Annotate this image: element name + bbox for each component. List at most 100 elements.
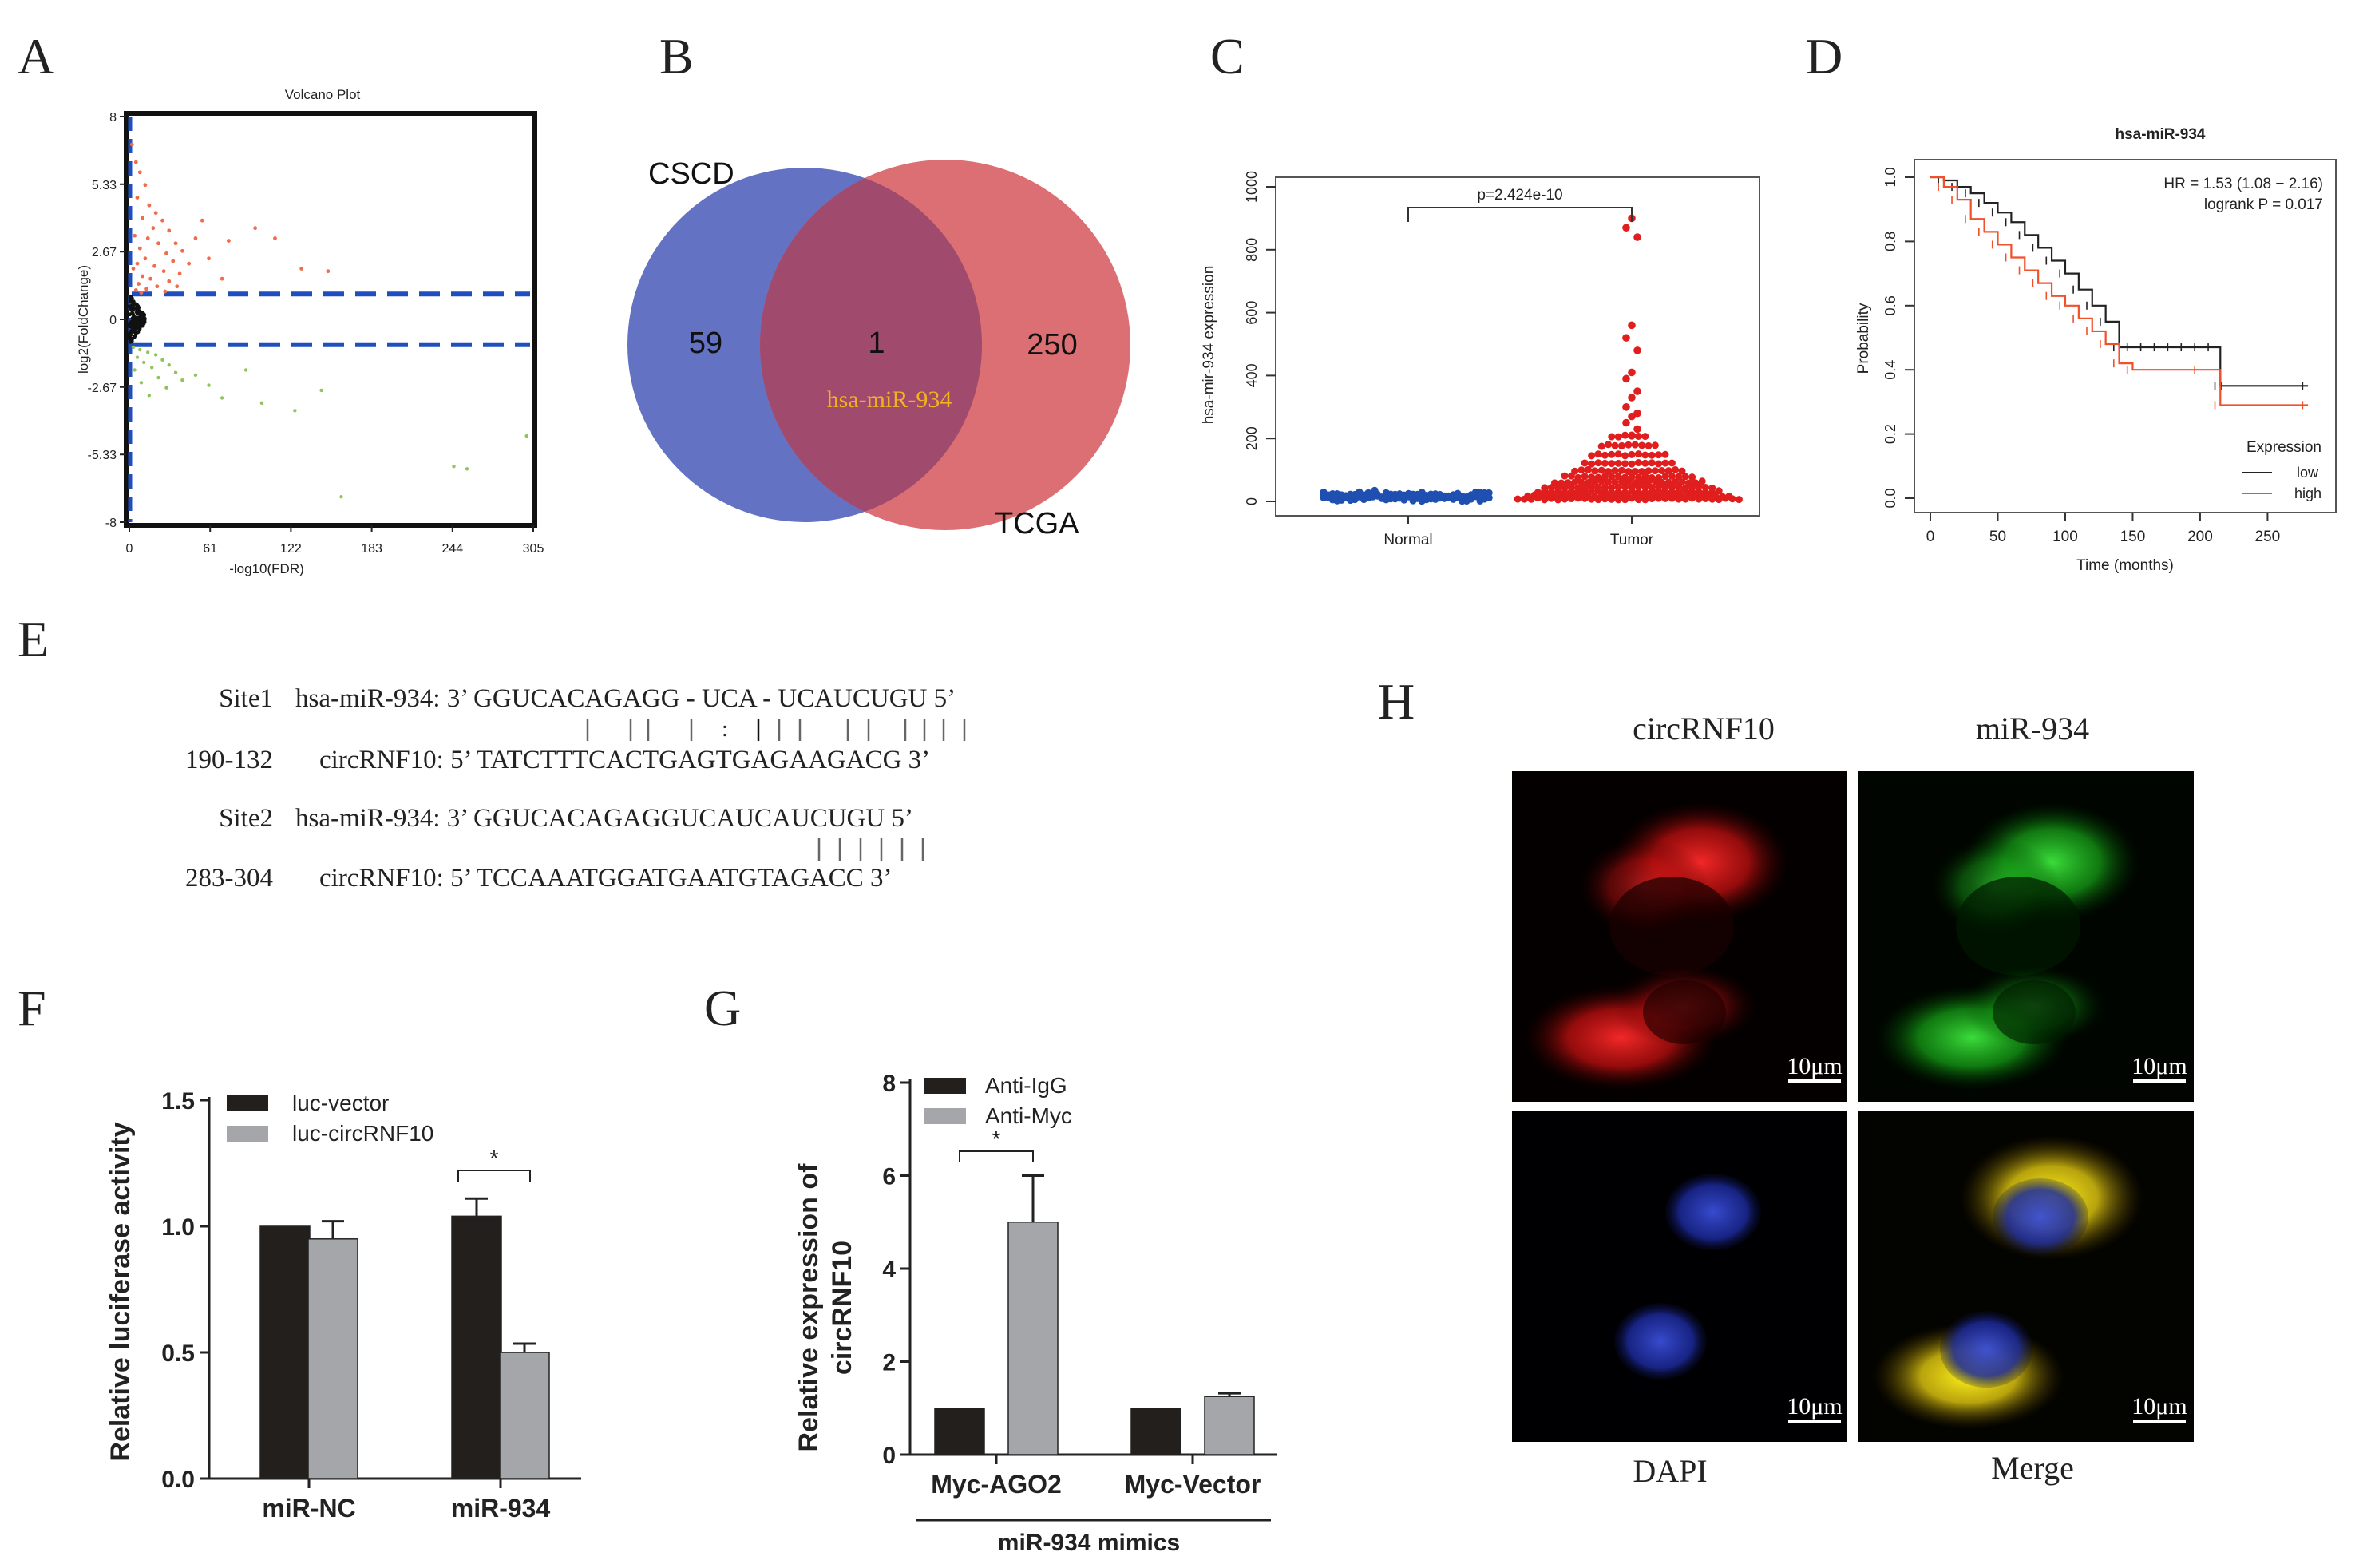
site2-name: Site2 [219,804,273,833]
km-ytick-label: 0.6 [1882,295,1898,315]
volcano-point-ns [129,294,133,299]
dot-tumor [1668,472,1676,480]
km-ytick-label: 0.2 [1882,424,1898,444]
dot-tumor-high [1622,224,1630,232]
dotplot-category-label: Normal [1383,532,1432,548]
km-ytick-label: 0.4 [1882,360,1898,380]
volcano-point-up [133,160,138,164]
dot-tumor [1588,473,1596,481]
venn-overlap-name: hsa-miR-934 [827,386,952,413]
dot-tumor [1617,466,1625,474]
site1-range: 190-132 [185,746,273,774]
bar-category-label: miR-NC [262,1494,355,1522]
bar-ytick-label: 8 [882,1071,896,1097]
volcano-point-up [143,256,148,261]
volcano-point-down [193,373,198,378]
dot-tumor [1645,441,1653,449]
km-xtick-label: 50 [1989,529,2006,545]
dot-tumor-high [1628,394,1636,402]
legend-luc-vector-swatch [227,1095,268,1111]
volcano-point-up [153,211,158,216]
significance-bracket [457,1170,531,1182]
micro-tile-dapi: 10μm [1512,1111,1847,1442]
dot-tumor [1608,489,1616,497]
volcano-point-up [227,239,231,243]
scale-bar-4: 10μm [2131,1393,2187,1420]
volcano-point-down [180,378,184,382]
dot-normal [1485,493,1493,501]
dot-tumor [1678,467,1686,475]
dot-tumor [1655,451,1663,459]
bar-ytick-label: 0.5 [161,1340,195,1367]
dot-tumor [1651,467,1659,475]
bar-luc-circRNF10-miR-NC [307,1238,358,1479]
volcano-point-up [156,241,160,246]
volcano-point-ns [129,299,133,303]
volcano-point-up [144,287,148,291]
km-ylabel: Probability [1855,303,1872,374]
significance-bracket [959,1150,1034,1162]
dot-tumor-high [1622,374,1630,383]
volcano-point-down [220,396,224,400]
km-hr: HR = 1.53 (1.08 − 2.16) [2163,176,2323,192]
km-title: hsa-miR-934 [2116,126,2206,143]
volcano-xtick-label: 122 [280,542,302,556]
km-xlabel: Time (months) [2076,557,2174,574]
dot-tumor [1614,433,1622,441]
volcano-ylabel: log2(FoldChange) [76,265,91,374]
venn-left-label: CSCD [648,157,734,191]
dotplot-ytick-label: 200 [1244,426,1260,450]
volcano-point-up [193,236,198,240]
volcano-point-ns [132,330,137,335]
volcano-point-ns [137,305,141,310]
dot-tumor [1608,433,1616,441]
dot-tumor [1664,478,1672,486]
volcano-ytick-label: 8 [109,111,117,125]
dot-tumor [1641,488,1649,496]
dot-tumor [1661,459,1669,467]
fish-microscopy: circRNF10 miR-934 10μm 10μm [1512,711,2194,1489]
micro-dapi-label: DAPI [1633,1453,1707,1489]
significance-star: * [992,1127,1001,1151]
volcano-point-up [200,218,204,223]
volcano-point-up [160,218,164,223]
dot-tumor [1621,452,1629,460]
volcano-point-down [150,366,154,370]
bar-ytick-label: 1.0 [161,1214,195,1241]
dot-tumor [1558,479,1565,487]
volcano-ytick-label: 2.67 [92,246,117,259]
km-xtick-label: 0 [1926,529,1935,545]
volcano-point-ns [133,302,138,307]
dot-normal [1467,493,1475,501]
volcano-point-up [220,276,224,281]
dot-tumor [1534,489,1542,497]
dot-tumor [1678,493,1686,501]
dot-tumor [1634,450,1642,458]
volcano-plot: Volcano Plot 0 61 122 183 244 305 8 5.33 2.67 0 -2… [76,87,544,576]
legend-luc-circrnf10: luc-circRNF10 [292,1121,433,1146]
volcano-point-up [135,261,140,266]
dot-tumor [1584,479,1592,487]
dot-tumor [1634,473,1642,481]
dot-tumor [1611,478,1619,486]
dot-tumor [1541,484,1549,492]
dot-tumor [1678,478,1686,486]
volcano-point-up [145,236,150,240]
volcano-point-down [167,362,171,367]
dot-tumor [1601,473,1609,481]
dot-tumor [1577,466,1585,474]
micro-merge-label: Merge [1991,1450,2074,1486]
venn-overlap [760,178,983,512]
luciferase-bar-chart: 0.0 0.5 1.0 1.5 miR-NC miR-934 * luc-vector l… [105,1088,581,1522]
dot-tumor [1718,493,1726,501]
dot-tumor [1708,484,1716,492]
volcano-point-ns [133,333,138,338]
dot-tumor [1608,473,1616,481]
dot-normal [1378,493,1386,501]
site1-wobble: : [722,717,728,742]
dot-tumor [1695,488,1703,496]
dot-tumor [1591,493,1599,501]
dot-tumor [1628,460,1636,468]
volcano-ytick-label: 0 [109,314,117,327]
